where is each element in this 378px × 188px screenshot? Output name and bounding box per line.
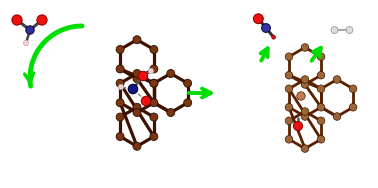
Circle shape: [133, 108, 141, 117]
Circle shape: [116, 113, 124, 121]
Circle shape: [133, 36, 141, 44]
Circle shape: [317, 117, 325, 125]
Circle shape: [184, 79, 192, 87]
Circle shape: [133, 103, 141, 111]
Circle shape: [150, 99, 158, 107]
Circle shape: [301, 76, 309, 83]
Circle shape: [116, 45, 124, 53]
Circle shape: [293, 121, 302, 131]
Circle shape: [150, 79, 158, 87]
Circle shape: [118, 84, 124, 90]
Circle shape: [285, 117, 293, 125]
Circle shape: [150, 45, 158, 53]
Circle shape: [133, 75, 141, 83]
Circle shape: [349, 85, 357, 92]
Circle shape: [116, 79, 124, 87]
Circle shape: [150, 133, 158, 140]
Circle shape: [346, 27, 353, 33]
Circle shape: [253, 14, 263, 24]
Circle shape: [133, 142, 141, 150]
Circle shape: [12, 15, 22, 25]
Circle shape: [285, 136, 293, 143]
Circle shape: [116, 133, 124, 140]
Circle shape: [116, 99, 124, 107]
Circle shape: [301, 81, 309, 88]
Circle shape: [285, 85, 293, 92]
Circle shape: [333, 76, 341, 83]
Circle shape: [301, 44, 309, 51]
Circle shape: [116, 65, 124, 73]
Circle shape: [138, 71, 148, 81]
Circle shape: [148, 68, 154, 74]
Circle shape: [297, 92, 305, 100]
Circle shape: [26, 26, 34, 34]
Circle shape: [331, 27, 338, 33]
Circle shape: [285, 103, 293, 111]
Circle shape: [317, 71, 325, 79]
Circle shape: [23, 40, 29, 46]
Circle shape: [150, 113, 158, 121]
Circle shape: [349, 103, 357, 111]
Circle shape: [301, 145, 309, 152]
Circle shape: [184, 99, 192, 107]
Circle shape: [37, 15, 47, 25]
Circle shape: [285, 53, 293, 61]
Circle shape: [141, 96, 151, 106]
Circle shape: [333, 113, 341, 120]
Circle shape: [150, 65, 158, 73]
Circle shape: [150, 79, 158, 87]
Circle shape: [285, 71, 293, 79]
Circle shape: [301, 108, 309, 115]
Circle shape: [301, 113, 309, 120]
Circle shape: [272, 35, 276, 39]
Circle shape: [317, 85, 325, 92]
Circle shape: [317, 103, 325, 111]
Circle shape: [317, 136, 325, 143]
Circle shape: [262, 24, 270, 32]
Circle shape: [167, 70, 175, 77]
Circle shape: [317, 53, 325, 61]
Circle shape: [128, 84, 138, 94]
Circle shape: [167, 108, 175, 117]
Circle shape: [133, 70, 141, 77]
